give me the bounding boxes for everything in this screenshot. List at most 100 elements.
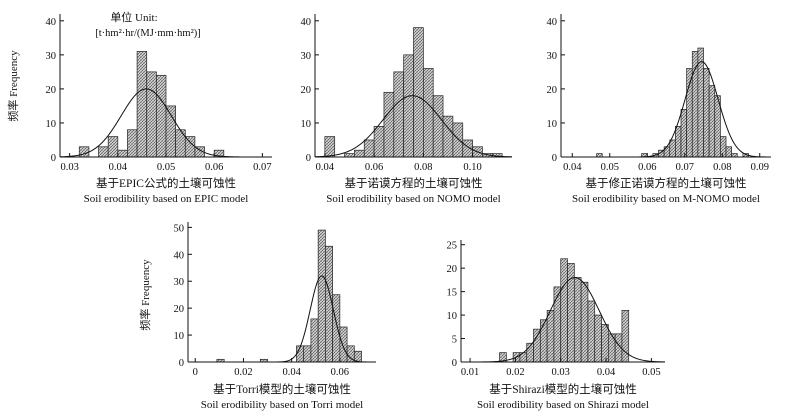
y-tick-label: 5 [452,335,457,346]
y-axis-label: 频率 Frequency [6,50,20,122]
histogram-bar [98,146,109,158]
y-tick-label: 10 [46,119,57,130]
histogram-bar [423,68,434,158]
histogram-bar [675,126,682,158]
histogram-bar [165,105,176,158]
x-tick-label: 0.02 [234,367,252,378]
x-tick-label: 0.04 [316,162,335,173]
histogram-bar [594,314,602,363]
chart-nomo: 0 10 20 30 40 0.04 0.06 0.08 0.10 基于诺谟方程的土壤可蚀性 Soi… [301,14,513,205]
y-tick-label: 40 [547,17,558,28]
unit-label: 单位 Unit: [110,10,157,24]
y-tick-label: 15 [447,288,458,299]
y-tick-label: 10 [547,119,558,130]
histogram-bar [587,300,596,363]
histogram-bar [107,136,119,158]
histogram-bar [184,136,196,158]
x-tick-label: 0.09 [751,162,769,173]
histogram-bar [703,68,710,158]
y-tick-label: 30 [46,51,57,62]
x-tick-label: 0.03 [60,162,78,173]
chart-title-en: Soil erodibility based on EPIC model [84,193,249,205]
histogram-bar [403,54,414,158]
y-tick-label: 20 [174,304,185,315]
y-tick-label: 25 [447,241,458,252]
x-tick-label: 0.05 [601,162,619,173]
bars-nomo [324,27,503,158]
y-tick-label: 30 [301,51,312,62]
chart-title-cn: 基于EPIC公式的土壤可蚀性 [96,176,236,190]
y-axis-label: 频率 Frequency [138,259,152,331]
histogram-bar [432,95,444,158]
y-tick-label: 0 [179,358,184,369]
y-tick-label: 20 [547,85,558,96]
histogram-bar [731,153,738,158]
histogram-bar [317,229,326,363]
histogram-bar [680,108,687,158]
y-tick-label: 40 [46,17,57,28]
histogram-bar [310,318,319,363]
histogram-bar [560,258,568,363]
histogram-bar [332,294,341,363]
x-tick-label: 0.07 [676,162,694,173]
chart-title-cn: 基于诺谟方程的土壤可蚀性 [345,176,483,190]
histogram-bar [708,85,716,158]
normal-fit-curve [561,61,772,158]
x-tick-label: 0.04 [597,367,616,378]
x-tick-label: 0.07 [253,162,271,173]
x-tick-label: 0 [193,367,198,378]
histogram-bar [720,136,727,158]
chart-shirazi: 0 5 10 15 20 25 0.01 0.02 0.03 0.04 0.05 基于Shirazi模… [447,240,666,411]
bars-torri [216,229,362,363]
chart-title-en: Soil erodibility based on M-NOMO model [572,193,760,205]
chart-torri: 0 10 20 30 40 50 0 0.02 0.04 0.06 基于Torri模型的土壤可蚀性 S… [138,222,376,411]
chart-mnomo: 0 10 20 30 40 0.04 0.05 0.06 0.07 0.08 0.09 基于修正诺谟方… [547,14,772,205]
y-tick-label: 40 [301,17,312,28]
x-tick-label: 0.02 [506,367,524,378]
x-tick-label: 0.04 [282,367,301,378]
histogram-bar [686,68,693,158]
x-tick-label: 0.03 [552,367,570,378]
chart-title-cn: 基于Torri模型的土壤可蚀性 [213,382,351,396]
histogram-bar [363,139,375,158]
x-tick-label: 0.06 [331,367,349,378]
histogram-bar [373,126,385,158]
histogram-bar [136,51,148,158]
chart-title-cn: 基于修正诺谟方程的土壤可蚀性 [586,176,747,190]
histogram-bar [669,139,676,158]
x-tick-label: 0.06 [205,162,223,173]
histogram-bar [325,245,333,363]
histogram-bar [127,129,138,158]
y-tick-label: 40 [174,250,185,261]
y-tick-label: 10 [174,331,185,342]
chart-title-en: Soil erodibility based on Shirazi model [477,399,649,411]
x-tick-label: 0.06 [638,162,656,173]
y-tick-label: 0 [552,153,557,164]
histogram-bar [303,345,312,363]
y-tick-label: 30 [547,51,558,62]
y-tick-label: 50 [174,223,185,234]
y-tick-label: 0 [51,153,56,164]
histogram-bar [146,71,157,158]
histogram-bar [383,91,395,158]
x-tick-label: 0.01 [461,367,479,378]
x-tick-label: 0.05 [642,367,660,378]
x-tick-label: 0.10 [463,162,481,173]
y-tick-label: 0 [306,153,311,164]
histogram-bar [546,310,555,363]
normal-fit-curve [314,95,513,158]
histogram-bar [156,74,167,158]
histogram-bar [697,47,704,158]
histogram-bar [393,71,404,158]
histogram-bar [539,319,548,363]
unit-annotation: 单位 Unit: [t·hm²·hr/(MJ·mm·hm²)] [95,10,200,39]
y-tick-label: 20 [301,85,312,96]
histogram-bar [596,153,603,158]
y-tick-label: 10 [447,311,458,322]
x-tick-label: 0.08 [713,162,731,173]
x-tick-label: 0.06 [365,162,383,173]
histogram-bar [354,149,365,158]
bars-epic [78,51,225,158]
histogram-bar [601,324,609,363]
unit-formula: [t·hm²·hr/(MJ·mm·hm²)] [95,28,200,39]
